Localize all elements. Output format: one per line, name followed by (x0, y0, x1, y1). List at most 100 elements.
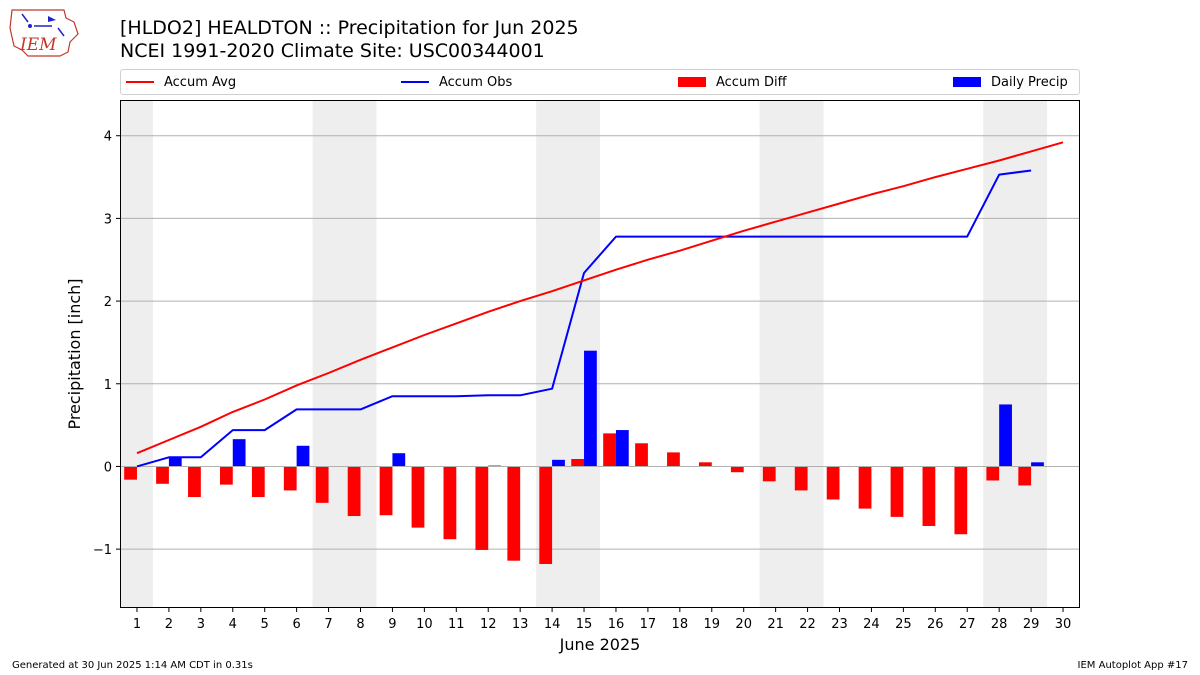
daily-precip-bar (232, 439, 246, 467)
x-tick-label: 27 (959, 617, 976, 632)
legend-label: Accum Diff (716, 74, 787, 90)
x-tick-label: 8 (356, 617, 364, 632)
daily-precip-bar (552, 459, 565, 467)
bars (121, 350, 1079, 565)
x-tick-label: 13 (512, 617, 529, 632)
chart-title: [HLDO2] HEALDTON :: Precipitation for Ju… (120, 17, 579, 39)
x-tick-label: 24 (863, 617, 880, 632)
x-tick-label: 10 (416, 617, 433, 632)
accum-diff-bar (954, 466, 968, 535)
x-tick-label: 11 (448, 617, 465, 632)
accum-diff-bar (922, 466, 936, 526)
accum-diff-bar (986, 466, 1000, 481)
accum-diff-bar (188, 466, 201, 498)
y-axis-label: Precipitation [inch] (65, 278, 84, 429)
legend-label: Daily Precip (991, 74, 1068, 90)
accum-diff-bar (603, 433, 616, 467)
accum-diff-bar (730, 466, 744, 473)
daily-precip-bar (1031, 462, 1044, 467)
accum-diff-bar (635, 443, 648, 467)
accum-diff-bar (475, 466, 489, 550)
chart-subtitle: NCEI 1991-2020 Climate Site: USC00344001 (120, 40, 545, 62)
weekend-band (121, 101, 153, 607)
weekend-band (312, 101, 377, 607)
legend-swatch (126, 81, 154, 83)
x-tick-label: 12 (480, 617, 497, 632)
accum-diff-bar (411, 466, 425, 528)
accum-diff-bar (762, 466, 776, 482)
daily-precip-bar (392, 453, 406, 467)
weekend-band (759, 101, 824, 607)
x-tick-label: 20 (735, 617, 752, 632)
x-tick-label: 3 (197, 617, 205, 632)
x-tick-label: 17 (640, 617, 657, 632)
accum-diff-bar (251, 466, 265, 498)
y-tick-label: −1 (93, 543, 112, 558)
y-tick-label: 0 (104, 460, 112, 475)
accum-diff-bar (539, 466, 553, 565)
x-tick-label: 30 (1055, 617, 1072, 632)
daily-precip-bar (999, 404, 1012, 467)
accum-diff-bar (315, 466, 329, 503)
accum-obs-line (136, 169, 1032, 468)
x-tick-label: 22 (799, 617, 816, 632)
x-tick-label: 14 (544, 617, 561, 632)
accum-diff-bar (379, 466, 393, 516)
x-tick-label: 19 (703, 617, 720, 632)
x-tick-label: 16 (608, 617, 625, 632)
x-tick-label: 2 (165, 617, 173, 632)
accum-diff-bar (890, 466, 904, 517)
x-tick-label: 9 (388, 617, 396, 632)
accum-diff-bar (219, 466, 233, 485)
x-axis-ticks: 1 2 3 4 5 6 7 8 9 10 11 12 13 14 15 16 17 18 19 20 21 22 23 24 2… (133, 607, 1071, 632)
weekend-shading (121, 101, 1048, 607)
x-tick-label: 23 (831, 617, 848, 632)
lines (136, 141, 1064, 468)
legend-label: Accum Avg (164, 74, 237, 90)
x-tick-label: 26 (927, 617, 944, 632)
accum-diff-bar (507, 466, 521, 561)
x-tick-label: 15 (576, 617, 593, 632)
weekend-band (983, 101, 1048, 607)
accum-diff-bar (156, 466, 169, 484)
x-tick-label: 4 (229, 617, 237, 632)
accum-diff-bar (283, 466, 297, 491)
legend-item-daily-precip: Daily Precip (953, 70, 1068, 94)
accum-avg-line (136, 141, 1064, 455)
daily-precip-bar (584, 350, 597, 467)
accum-diff-bar (443, 466, 457, 540)
x-tick-label: 18 (672, 617, 689, 632)
x-tick-label: 7 (324, 617, 332, 632)
accum-diff-bar (826, 466, 840, 500)
legend-item-accum-avg: Accum Avg (126, 70, 236, 94)
daily-precip-bar (168, 457, 182, 467)
y-tick-label: 1 (104, 378, 112, 393)
plot-frame (120, 100, 1080, 608)
x-tick-label: 21 (767, 617, 784, 632)
legend-item-accum-obs: Accum Obs (401, 70, 512, 94)
x-tick-label: 6 (292, 617, 300, 632)
y-axis-ticks: −1 0 1 2 3 4 (93, 130, 121, 558)
accum-diff-bar (347, 466, 361, 517)
x-tick-label: 29 (1023, 617, 1040, 632)
legend: Accum Avg Accum Obs Accum Diff Daily Pre… (120, 69, 1080, 95)
logo-text: IEM (19, 35, 57, 55)
accum-diff-bar (698, 462, 712, 467)
accum-diff-bar (794, 466, 808, 491)
y-tick-label: 3 (104, 212, 112, 227)
accum-diff-bar (571, 459, 585, 467)
daily-precip-bar (296, 445, 310, 467)
legend-label: Accum Obs (439, 74, 513, 90)
y-tick-label: 4 (104, 130, 112, 145)
x-tick-label: 5 (261, 617, 269, 632)
iem-logo: IEM (8, 6, 80, 58)
accum-diff-bar (667, 452, 680, 467)
x-tick-label: 1 (133, 617, 141, 632)
x-tick-label: 28 (991, 617, 1008, 632)
accum-diff-bar (1018, 466, 1032, 486)
legend-swatch (678, 77, 706, 87)
accum-diff-bar (124, 466, 137, 480)
legend-swatch (953, 77, 981, 87)
y-tick-label: 2 (104, 295, 112, 310)
